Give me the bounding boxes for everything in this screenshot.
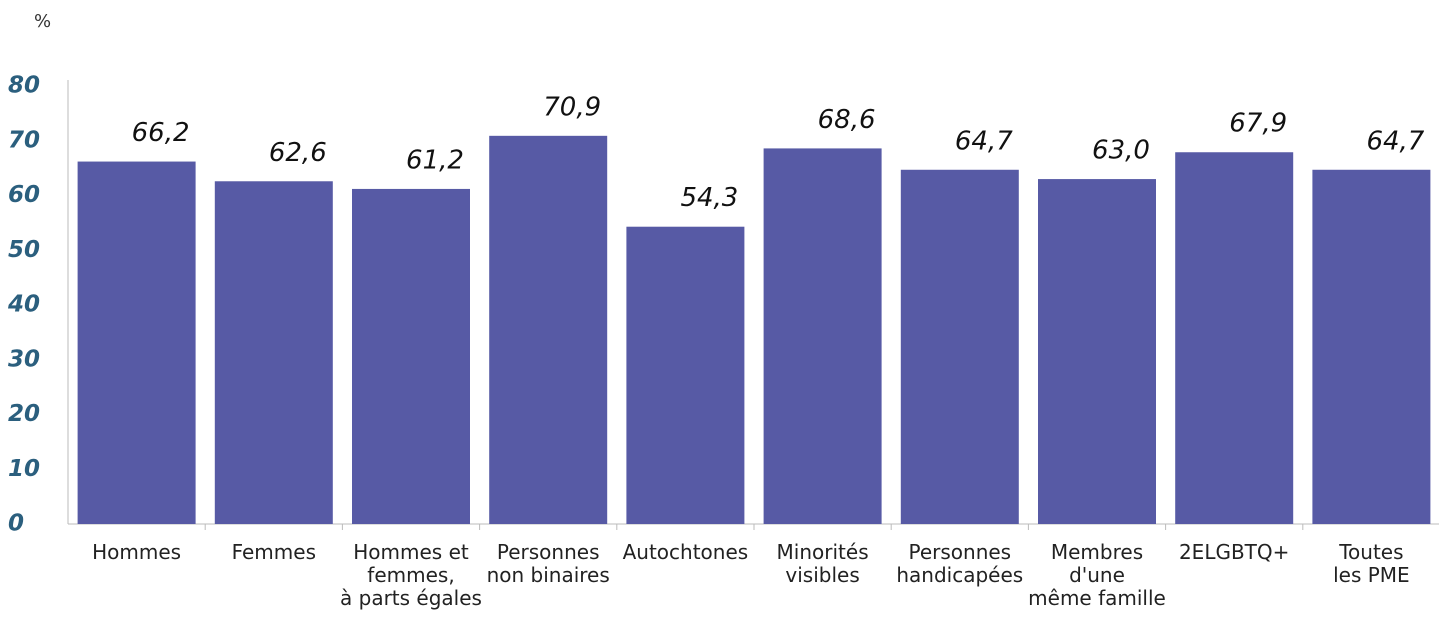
y-tick-label: 10 bbox=[8, 456, 40, 482]
y-tick-label: 50 bbox=[8, 237, 40, 263]
y-tick-label: 40 bbox=[7, 292, 40, 318]
bar bbox=[352, 188, 470, 524]
bar bbox=[77, 161, 196, 524]
bar bbox=[626, 226, 745, 524]
y-tick-label: 0 bbox=[8, 511, 24, 537]
x-tick-label: Femmes bbox=[231, 540, 316, 564]
x-tick-label: Hommes bbox=[92, 540, 182, 564]
y-tick-label: 20 bbox=[8, 401, 40, 427]
x-tick-label: Personnes handicapées bbox=[896, 540, 1024, 587]
bar bbox=[1175, 152, 1294, 524]
bar bbox=[214, 181, 333, 524]
y-tick-label: 30 bbox=[8, 346, 40, 372]
value-label: 66,2 bbox=[132, 118, 190, 148]
x-tick-label: Personnes non binaires bbox=[486, 540, 610, 587]
y-axis-label: % bbox=[34, 11, 51, 32]
value-label: 70,9 bbox=[543, 92, 601, 122]
value-label: 62,6 bbox=[269, 138, 327, 168]
x-tick-label: 2ELGBTQ+ bbox=[1178, 540, 1290, 564]
x-tick-label: Membres d'une même famille bbox=[1028, 540, 1166, 610]
y-tick-label: 70 bbox=[8, 127, 40, 153]
bar bbox=[1312, 169, 1431, 524]
value-label: 67,9 bbox=[1229, 109, 1287, 139]
value-label: 64,7 bbox=[1366, 126, 1424, 156]
bar bbox=[1038, 179, 1156, 524]
x-tick-label: Toutes les PME bbox=[1333, 540, 1410, 587]
bar bbox=[900, 169, 1019, 524]
y-tick-label: 80 bbox=[8, 73, 40, 99]
value-label: 68,6 bbox=[818, 105, 876, 135]
value-label: 54,3 bbox=[680, 183, 738, 213]
value-label: 64,7 bbox=[955, 126, 1013, 156]
bar bbox=[489, 135, 608, 524]
x-tick-label: Autochtones bbox=[622, 540, 749, 564]
value-label: 63,0 bbox=[1092, 136, 1150, 166]
x-tick-label: Hommes et femmes, à parts égales bbox=[340, 540, 482, 610]
value-label: 61,2 bbox=[406, 145, 464, 175]
y-tick-label: 60 bbox=[8, 182, 40, 208]
x-tick-label: Minorités visibles bbox=[776, 540, 869, 587]
bar bbox=[763, 148, 882, 525]
